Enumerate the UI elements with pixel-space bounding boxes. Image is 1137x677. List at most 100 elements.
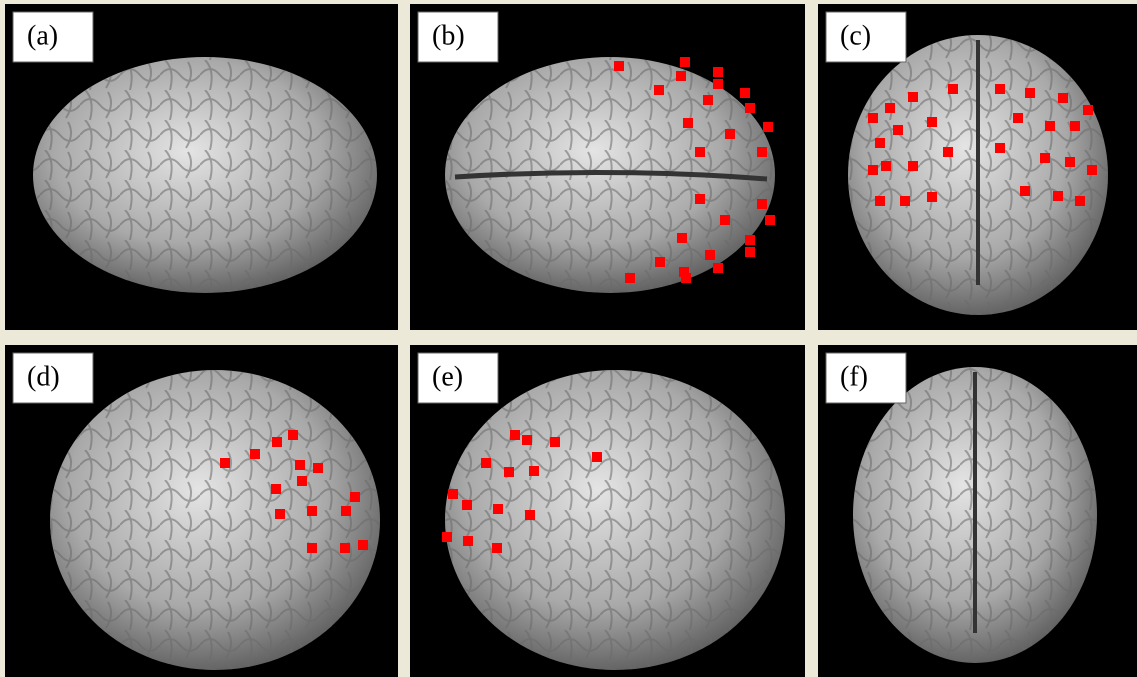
marker <box>995 143 1005 153</box>
marker <box>740 88 750 98</box>
marker <box>1020 186 1030 196</box>
marker <box>462 500 472 510</box>
marker <box>448 489 458 499</box>
marker <box>358 540 368 550</box>
marker <box>893 125 903 135</box>
label-box <box>825 352 907 404</box>
panel-label: (e) <box>432 361 463 392</box>
marker <box>745 235 755 245</box>
marker <box>341 506 351 516</box>
marker <box>1045 121 1055 131</box>
label-box <box>12 352 94 404</box>
marker <box>350 492 360 502</box>
marker <box>868 165 878 175</box>
marker <box>493 504 503 514</box>
panel-label: (c) <box>840 20 871 51</box>
panel-label: (b) <box>432 20 465 51</box>
marker <box>272 437 282 447</box>
marker <box>522 435 532 445</box>
marker <box>250 449 260 459</box>
label-box <box>417 352 499 404</box>
marker <box>288 430 298 440</box>
marker <box>295 460 305 470</box>
marker <box>1087 165 1097 175</box>
panel-label: (f) <box>840 361 868 392</box>
marker <box>868 113 878 123</box>
marker <box>900 196 910 206</box>
marker <box>908 161 918 171</box>
marker <box>943 147 953 157</box>
marker <box>550 437 560 447</box>
marker <box>908 92 918 102</box>
marker <box>725 129 735 139</box>
marker <box>313 463 323 473</box>
marker <box>745 103 755 113</box>
marker <box>875 138 885 148</box>
marker <box>765 215 775 225</box>
marker <box>1070 121 1080 131</box>
marker <box>927 117 937 127</box>
marker <box>271 484 281 494</box>
marker <box>720 215 730 225</box>
marker <box>683 118 693 128</box>
panel-label: (d) <box>27 361 60 392</box>
fissure <box>454 169 768 182</box>
marker <box>1013 113 1023 123</box>
brain-texture <box>50 370 380 670</box>
marker <box>680 57 690 67</box>
marker <box>340 543 350 553</box>
marker <box>679 267 689 277</box>
brain-texture <box>445 57 775 293</box>
marker <box>625 273 635 283</box>
marker <box>695 194 705 204</box>
marker <box>492 543 502 553</box>
marker <box>307 543 317 553</box>
marker <box>1040 153 1050 163</box>
marker <box>529 466 539 476</box>
marker <box>676 71 686 81</box>
marker <box>713 67 723 77</box>
marker <box>1065 157 1075 167</box>
marker <box>757 199 767 209</box>
marker <box>681 273 691 283</box>
marker <box>1075 196 1085 206</box>
label-box <box>825 11 907 63</box>
marker <box>481 458 491 468</box>
marker <box>1058 93 1068 103</box>
marker <box>881 161 891 171</box>
brain-texture <box>445 370 785 670</box>
marker <box>307 506 317 516</box>
marker <box>745 247 755 257</box>
marker <box>695 147 705 157</box>
marker <box>875 196 885 206</box>
marker <box>713 79 723 89</box>
marker <box>614 61 624 71</box>
marker <box>220 458 230 468</box>
marker <box>948 84 958 94</box>
marker <box>885 103 895 113</box>
brain-texture <box>33 57 377 293</box>
marker <box>763 122 773 132</box>
marker <box>1083 105 1093 115</box>
marker <box>713 263 723 273</box>
marker <box>504 467 514 477</box>
marker <box>654 85 664 95</box>
marker <box>297 476 307 486</box>
marker <box>510 430 520 440</box>
marker <box>463 536 473 546</box>
marker <box>677 233 687 243</box>
marker <box>995 84 1005 94</box>
marker <box>1025 88 1035 98</box>
marker <box>442 532 452 542</box>
label-box <box>417 11 499 63</box>
marker <box>757 147 767 157</box>
marker <box>1053 191 1063 201</box>
marker <box>655 257 665 267</box>
marker <box>275 509 285 519</box>
marker <box>703 95 713 105</box>
marker <box>592 452 602 462</box>
marker <box>705 250 715 260</box>
marker <box>927 192 937 202</box>
